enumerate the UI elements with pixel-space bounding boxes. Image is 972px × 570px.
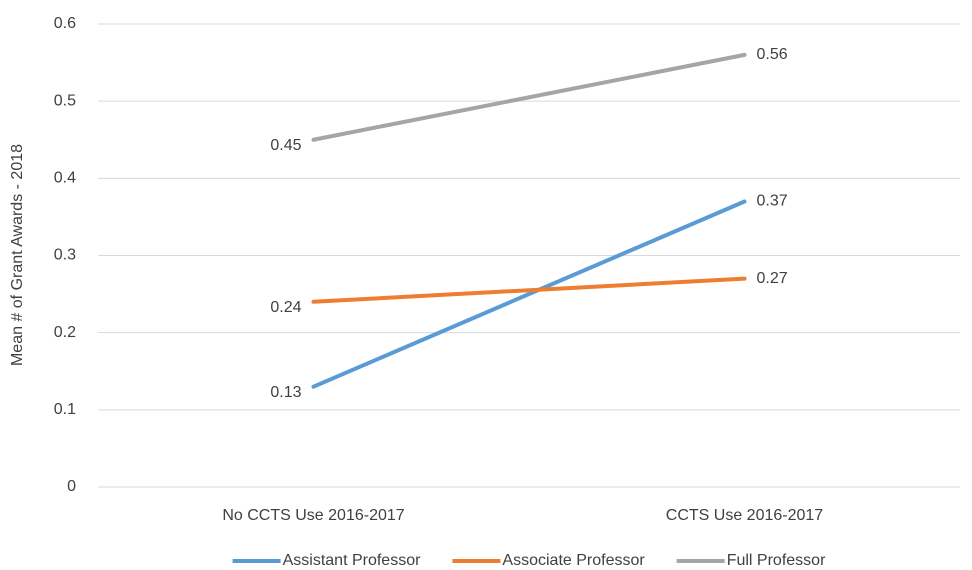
data-label: 0.13	[270, 384, 301, 401]
y-axis-label: Mean # of Grant Awards - 2018	[9, 144, 26, 366]
y-tick-label: 0.6	[54, 15, 76, 32]
series-line	[311, 199, 747, 389]
data-label: 0.37	[757, 193, 788, 210]
legend-label: Associate Professor	[502, 552, 645, 569]
x-tick-label: No CCTS Use 2016-2017	[222, 507, 404, 524]
legend-label: Full Professor	[727, 552, 826, 569]
data-label: 0.45	[270, 137, 301, 154]
y-tick-label: 0.4	[54, 170, 76, 187]
y-tick-label: 0	[67, 478, 76, 495]
series-line	[311, 52, 747, 142]
data-label: 0.24	[270, 299, 301, 316]
y-tick-label: 0.2	[54, 324, 76, 341]
x-tick-label: CCTS Use 2016-2017	[666, 507, 824, 524]
series-line	[311, 276, 747, 304]
legend-label: Assistant Professor	[283, 552, 422, 569]
y-tick-label: 0.1	[54, 401, 76, 418]
y-tick-label: 0.5	[54, 92, 76, 109]
data-label: 0.56	[757, 46, 788, 63]
y-tick-label: 0.3	[54, 247, 76, 264]
data-label: 0.27	[757, 270, 788, 287]
